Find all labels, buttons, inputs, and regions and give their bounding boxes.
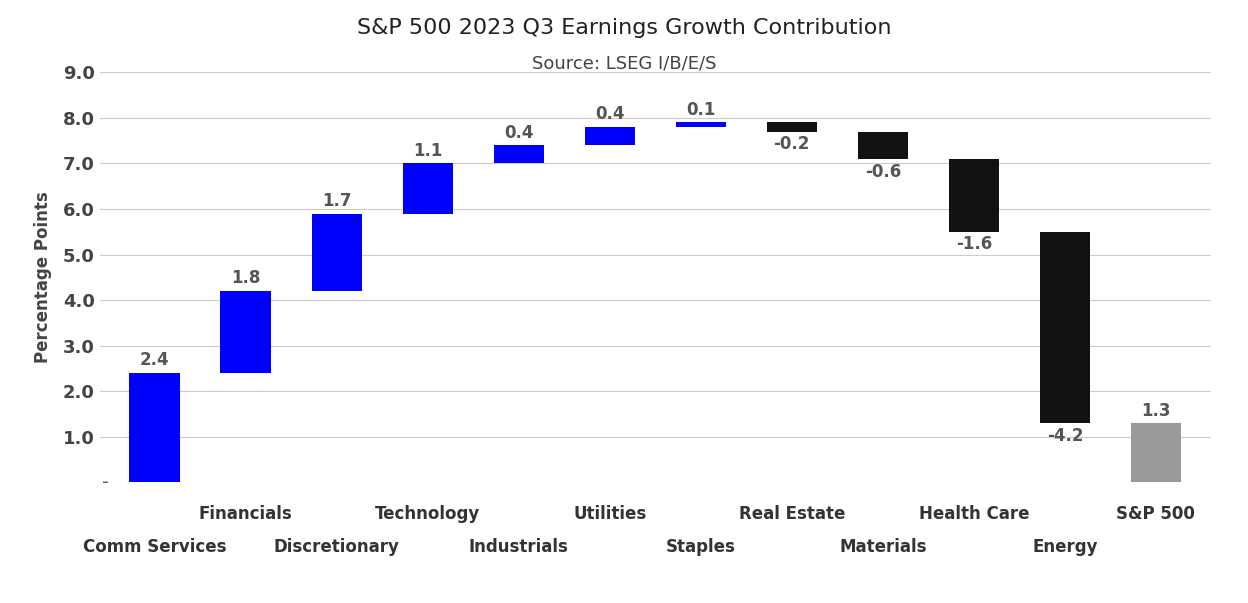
Text: Health Care: Health Care bbox=[919, 505, 1030, 523]
Bar bbox=[494, 145, 544, 163]
Text: Staples: Staples bbox=[665, 538, 735, 556]
Text: Utilities: Utilities bbox=[573, 505, 646, 523]
Bar bbox=[403, 163, 453, 213]
Text: 1.1: 1.1 bbox=[413, 142, 442, 160]
Text: 0.4: 0.4 bbox=[504, 124, 533, 142]
Text: S&P 500 2023 Q3 Earnings Growth Contribution: S&P 500 2023 Q3 Earnings Growth Contribu… bbox=[357, 18, 891, 38]
Text: Technology: Technology bbox=[374, 505, 480, 523]
Text: Discretionary: Discretionary bbox=[273, 538, 399, 556]
Bar bbox=[1040, 232, 1090, 423]
Text: 1.3: 1.3 bbox=[1141, 402, 1171, 420]
Text: -0.6: -0.6 bbox=[865, 163, 901, 180]
Text: Industrials: Industrials bbox=[469, 538, 569, 556]
Text: Materials: Materials bbox=[839, 538, 926, 556]
Bar bbox=[312, 213, 362, 291]
Text: -0.2: -0.2 bbox=[774, 135, 810, 153]
Bar bbox=[1131, 423, 1181, 482]
Bar bbox=[584, 127, 635, 145]
Text: -1.6: -1.6 bbox=[956, 235, 992, 253]
Bar bbox=[948, 159, 998, 232]
Text: Energy: Energy bbox=[1032, 538, 1098, 556]
Text: Source: LSEG I/B/E/S: Source: LSEG I/B/E/S bbox=[532, 54, 716, 72]
Text: Comm Services: Comm Services bbox=[82, 538, 226, 556]
Text: 0.1: 0.1 bbox=[686, 101, 715, 119]
Bar bbox=[675, 122, 726, 127]
Text: -: - bbox=[102, 473, 109, 492]
Text: 1.7: 1.7 bbox=[322, 192, 351, 210]
Text: 0.4: 0.4 bbox=[595, 106, 624, 124]
Text: -4.2: -4.2 bbox=[1047, 427, 1083, 445]
Text: 1.8: 1.8 bbox=[231, 270, 260, 288]
Bar bbox=[766, 122, 816, 131]
Bar bbox=[857, 131, 907, 159]
Text: Financials: Financials bbox=[198, 505, 292, 523]
Bar bbox=[130, 373, 180, 482]
Text: S&P 500: S&P 500 bbox=[1117, 505, 1196, 523]
Bar bbox=[221, 291, 271, 373]
Text: 2.4: 2.4 bbox=[140, 352, 170, 370]
Y-axis label: Percentage Points: Percentage Points bbox=[34, 192, 52, 363]
Text: Real Estate: Real Estate bbox=[739, 505, 845, 523]
